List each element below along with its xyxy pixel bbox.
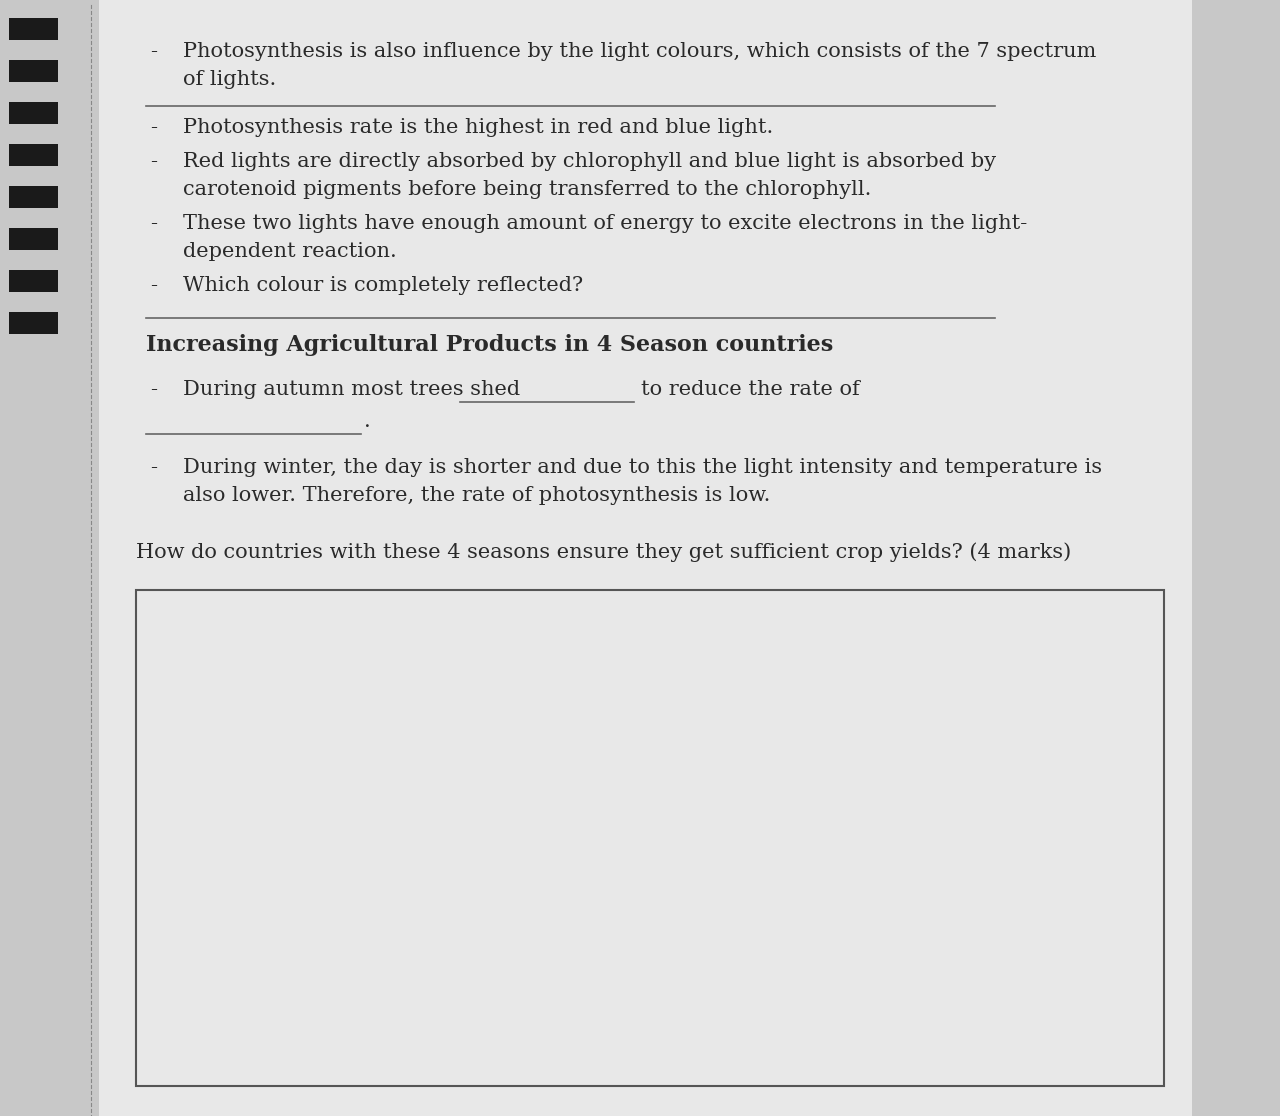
Bar: [9, 144, 58, 166]
Text: -: -: [150, 214, 157, 233]
Text: dependent reaction.: dependent reaction.: [183, 242, 397, 261]
Text: -: -: [150, 42, 157, 61]
Text: -: -: [150, 152, 157, 171]
Bar: [9, 312, 58, 334]
Text: During winter, the day is shorter and due to this the light intensity and temper: During winter, the day is shorter and du…: [183, 458, 1102, 477]
Text: During autumn most trees shed: During autumn most trees shed: [183, 381, 520, 400]
Text: -: -: [150, 381, 157, 400]
Bar: [136, 590, 1165, 1086]
Bar: [9, 60, 58, 81]
Text: of lights.: of lights.: [183, 70, 276, 89]
Text: How do countries with these 4 seasons ensure they get sufficient crop yields? (4: How do countries with these 4 seasons en…: [136, 542, 1071, 561]
Text: to reduce the rate of: to reduce the rate of: [641, 381, 860, 400]
Text: These two lights have enough amount of energy to excite electrons in the light-: These two lights have enough amount of e…: [183, 214, 1028, 233]
Text: carotenoid pigments before being transferred to the chlorophyll.: carotenoid pigments before being transfe…: [183, 180, 872, 199]
Text: Photosynthesis rate is the highest in red and blue light.: Photosynthesis rate is the highest in re…: [183, 118, 773, 137]
Bar: [9, 228, 58, 250]
Text: -: -: [150, 458, 157, 477]
Text: Increasing Agricultural Products in 4 Season countries: Increasing Agricultural Products in 4 Se…: [146, 334, 833, 356]
Bar: [9, 186, 58, 208]
Text: -: -: [150, 276, 157, 295]
Text: -: -: [150, 118, 157, 137]
Text: also lower. Therefore, the rate of photosynthesis is low.: also lower. Therefore, the rate of photo…: [183, 485, 771, 506]
Text: Which colour is completely reflected?: Which colour is completely reflected?: [183, 276, 584, 295]
Bar: [9, 18, 58, 40]
Bar: [9, 270, 58, 292]
Text: .: .: [365, 412, 371, 431]
Text: Photosynthesis is also influence by the light colours, which consists of the 7 s: Photosynthesis is also influence by the …: [183, 42, 1097, 61]
Bar: [9, 102, 58, 124]
Text: Red lights are directly absorbed by chlorophyll and blue light is absorbed by: Red lights are directly absorbed by chlo…: [183, 152, 996, 171]
